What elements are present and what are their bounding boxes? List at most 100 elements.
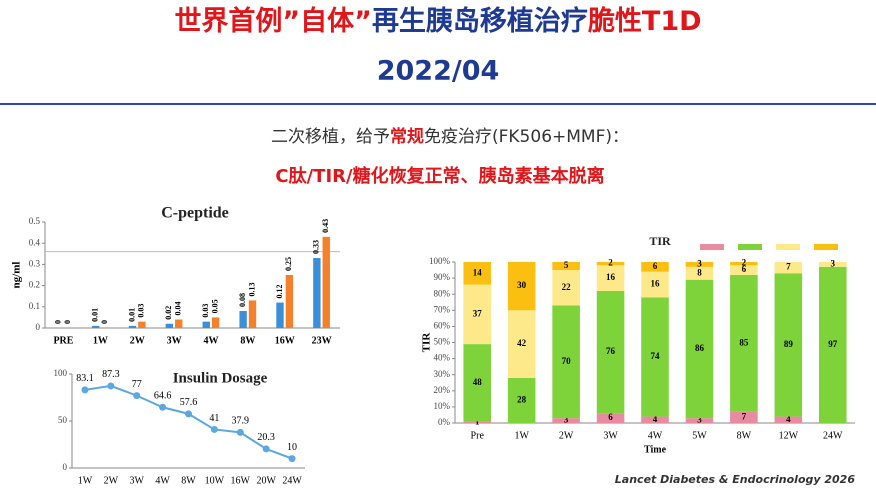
y-tick-label: 10% — [434, 401, 451, 411]
value-label: 42 — [517, 338, 527, 348]
bar-segment — [730, 411, 758, 423]
value-label: 74 — [651, 351, 661, 361]
marker — [81, 386, 89, 394]
value-label: 3 — [697, 258, 702, 268]
value-label: 70 — [562, 356, 572, 366]
marker — [288, 455, 296, 463]
marker — [262, 445, 270, 453]
bar-segment — [507, 377, 536, 423]
bar-segment — [552, 305, 580, 419]
y-tick-label: 0.5 — [29, 216, 41, 226]
x-tick-label: 3W — [167, 335, 182, 346]
y-tick-label: 80% — [434, 288, 451, 298]
bar — [239, 311, 247, 328]
value-label: 0.12 — [275, 285, 284, 299]
x-tick-label: 24W — [823, 430, 843, 441]
x-tick-label: 2W — [104, 475, 119, 486]
x-tick-label: 3W — [129, 475, 144, 486]
y-tick-label: 0.3 — [29, 258, 41, 268]
marker — [133, 392, 141, 400]
value-label: 14 — [473, 267, 483, 277]
x-tick-label: PRE — [53, 335, 73, 346]
value-label: 6 — [653, 261, 658, 271]
bar-segment — [685, 279, 714, 419]
bar-segment — [685, 262, 714, 267]
x-tick-label: 5W — [692, 430, 707, 441]
slide-date: 2022/04 — [377, 56, 500, 87]
x-tick-label: 24W — [282, 475, 302, 486]
y-tick-label: 100 — [54, 368, 68, 378]
value-label: 6 — [742, 264, 747, 274]
value-label: 0 — [100, 320, 109, 324]
legend-swatch — [814, 244, 838, 250]
bar-segment — [463, 344, 491, 422]
value-label: 37.9 — [232, 416, 250, 427]
bar — [276, 302, 284, 328]
value-label: 30 — [517, 280, 527, 290]
bar-segment — [552, 270, 580, 306]
subtitle-part: 常规 — [390, 126, 424, 147]
bar-segment — [685, 266, 714, 280]
bar-segment — [552, 262, 580, 271]
x-tick-label: Pre — [471, 430, 485, 441]
bar-segment — [774, 273, 803, 417]
bar-segment — [641, 297, 669, 417]
legend-swatch — [700, 244, 724, 250]
value-label: 2 — [608, 258, 613, 268]
value-label: 77 — [132, 379, 142, 390]
value-label: 0.08 — [238, 293, 247, 307]
legend-swatch — [776, 244, 800, 250]
slide-highlight: C肽/TIR/糖化恢复正常、胰岛素基本脱离 — [275, 165, 604, 187]
y-tick-label: 40% — [434, 353, 451, 363]
value-label: 89 — [784, 339, 794, 349]
title-part: 世界首例”自体” — [174, 5, 372, 37]
value-label: 16 — [606, 272, 616, 282]
value-label: 0.13 — [247, 282, 256, 296]
bar-segment — [819, 266, 847, 423]
y-tick-label: 70% — [434, 304, 451, 314]
value-label: 0.01 — [127, 308, 136, 322]
bar-segment — [685, 418, 714, 423]
x-tick-label: 8W — [737, 430, 752, 441]
y-tick-label: 0.1 — [29, 301, 40, 311]
y-axis-label: TIR — [421, 332, 433, 353]
value-label: 0 — [54, 320, 63, 324]
x-tick-label: 2W — [130, 335, 145, 346]
legend-swatch — [738, 244, 762, 250]
y-tick-label: 30% — [434, 369, 451, 379]
marker — [210, 425, 218, 433]
bar-segment — [507, 310, 536, 378]
bar-segment — [596, 265, 625, 291]
bar — [202, 321, 210, 328]
y-tick-label: 0% — [438, 417, 451, 427]
y-tick-label: 0.4 — [29, 237, 41, 247]
y-tick-label: 100% — [429, 256, 451, 266]
title-part: 脆性T1D — [587, 5, 702, 37]
chart-title: C-peptide — [161, 205, 229, 222]
subtitle-part: 免疫治疗(FK506+MMF)： — [424, 127, 629, 147]
x-tick-label: 16W — [231, 475, 251, 486]
chart-title: Insulin Dosage — [173, 370, 268, 386]
bar — [175, 319, 183, 328]
value-label: 5 — [564, 260, 569, 270]
value-label: 0.05 — [210, 299, 219, 313]
value-label: 4 — [786, 414, 791, 424]
bar — [211, 317, 220, 328]
x-tick-label: 20W — [256, 475, 276, 486]
marker — [185, 410, 192, 418]
value-label: 64.6 — [154, 391, 172, 402]
bar-segment — [774, 416, 803, 423]
title-part: 再生胰岛移植治疗 — [372, 5, 588, 37]
y-tick-label: 0 — [36, 322, 41, 332]
bar-segment — [730, 274, 758, 412]
value-label: 3 — [564, 415, 569, 425]
x-tick-label: 10W — [205, 475, 225, 486]
x-tick-label: 12W — [779, 430, 799, 441]
slide-title: 世界首例”自体”再生胰岛移植治疗脆性T1D — [174, 5, 701, 37]
bar-segment — [774, 262, 803, 274]
value-label: 20.3 — [257, 432, 275, 443]
bar — [248, 300, 257, 328]
x-tick-label: 8W — [240, 335, 255, 346]
bar-segment — [596, 413, 625, 423]
